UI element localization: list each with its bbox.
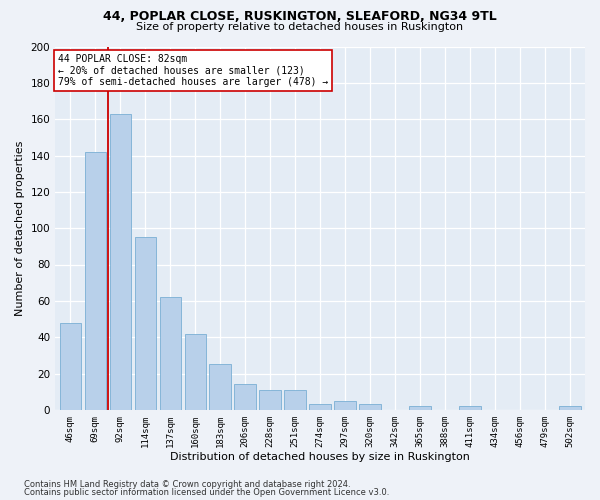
Bar xyxy=(59,322,81,410)
Bar xyxy=(284,390,306,410)
Text: Contains HM Land Registry data © Crown copyright and database right 2024.: Contains HM Land Registry data © Crown c… xyxy=(24,480,350,489)
Y-axis label: Number of detached properties: Number of detached properties xyxy=(15,140,25,316)
Bar xyxy=(110,114,131,410)
Text: 44, POPLAR CLOSE, RUSKINGTON, SLEAFORD, NG34 9TL: 44, POPLAR CLOSE, RUSKINGTON, SLEAFORD, … xyxy=(103,10,497,23)
Bar xyxy=(559,406,581,410)
Bar xyxy=(359,404,380,410)
Bar xyxy=(185,334,206,410)
Text: 44 POPLAR CLOSE: 82sqm
← 20% of detached houses are smaller (123)
79% of semi-de: 44 POPLAR CLOSE: 82sqm ← 20% of detached… xyxy=(58,54,328,87)
Bar xyxy=(259,390,281,410)
X-axis label: Distribution of detached houses by size in Ruskington: Distribution of detached houses by size … xyxy=(170,452,470,462)
Text: Size of property relative to detached houses in Ruskington: Size of property relative to detached ho… xyxy=(136,22,464,32)
Bar xyxy=(160,297,181,410)
Bar xyxy=(85,152,106,410)
Bar xyxy=(235,384,256,410)
Bar xyxy=(134,238,156,410)
Bar xyxy=(460,406,481,410)
Bar xyxy=(209,364,231,410)
Bar xyxy=(310,404,331,410)
Bar xyxy=(409,406,431,410)
Text: Contains public sector information licensed under the Open Government Licence v3: Contains public sector information licen… xyxy=(24,488,389,497)
Bar xyxy=(334,401,356,410)
